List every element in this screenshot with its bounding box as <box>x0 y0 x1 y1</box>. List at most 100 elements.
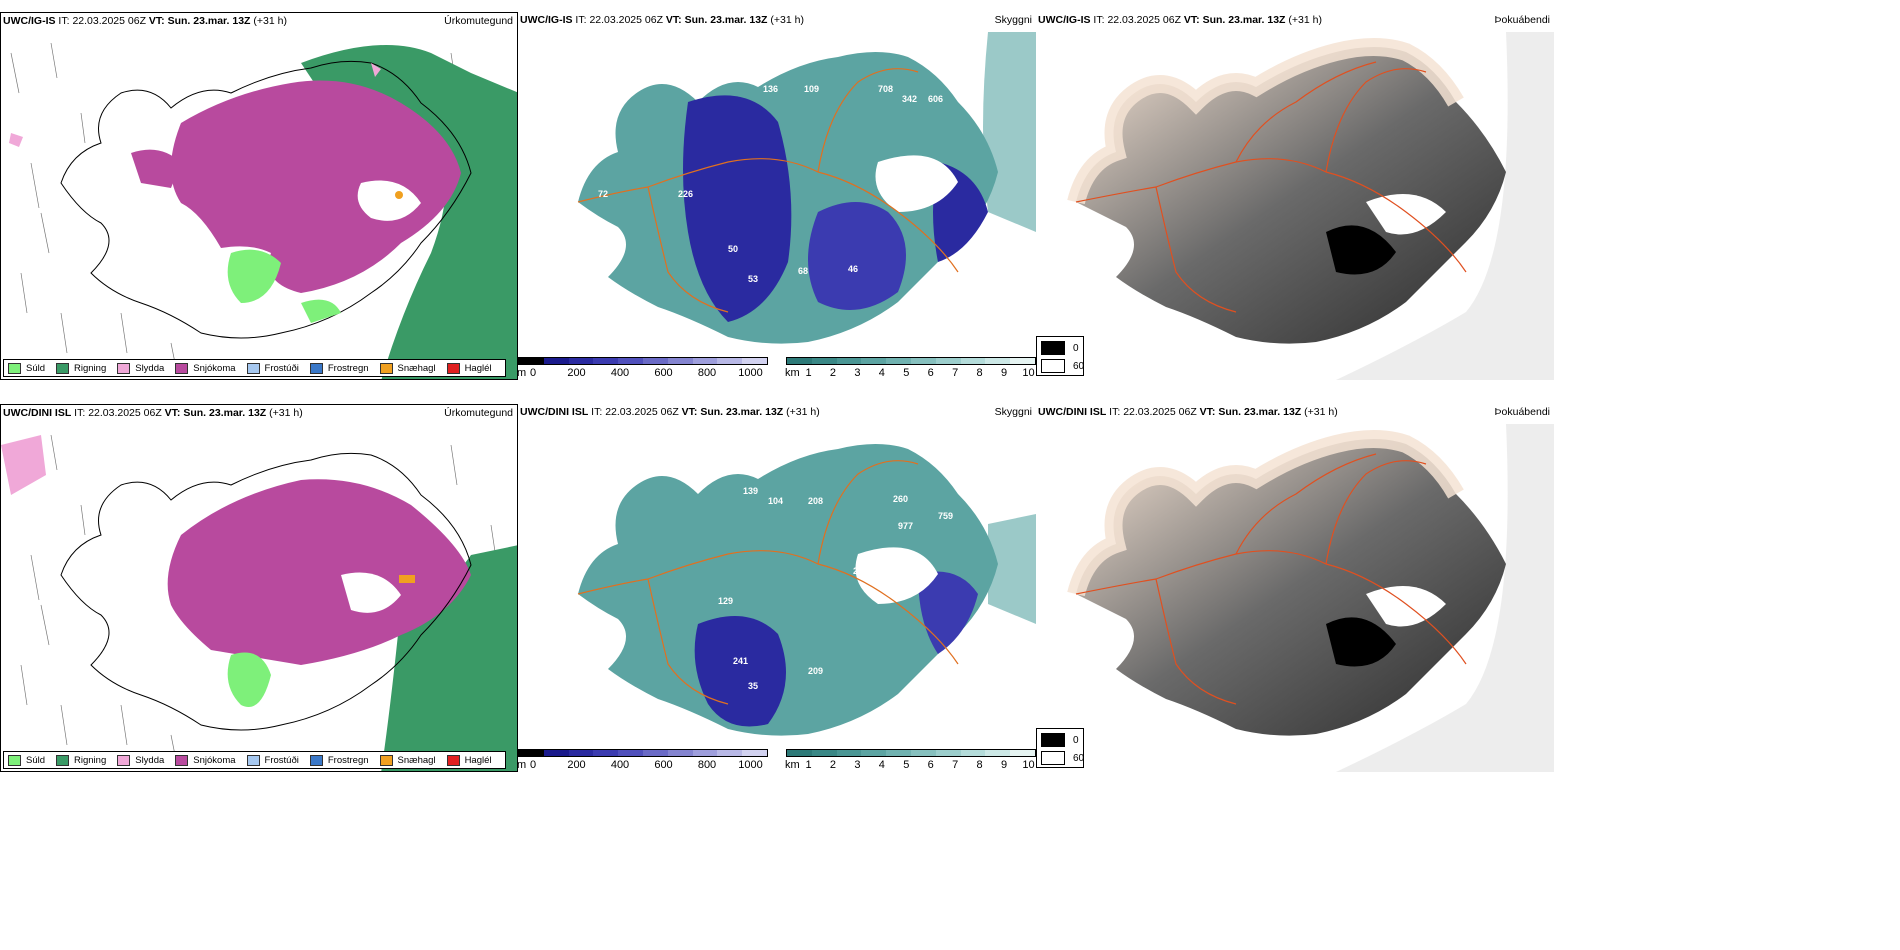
sea-visibility <box>983 32 1036 232</box>
clear-hole <box>855 547 938 604</box>
legend-swatch <box>56 754 70 766</box>
svg-text:208: 208 <box>808 496 823 506</box>
fog-legend-1: 0 60 <box>1036 336 1084 376</box>
svg-text:104: 104 <box>768 496 783 506</box>
panel-title: Þokuábendi <box>1494 406 1550 418</box>
colorbar-tick: 400 <box>610 367 630 379</box>
colorbar-unit: km <box>785 367 800 379</box>
precip-legend-1: Súld Rigning Slydda Snjókoma Frostúði Frostre… <box>3 359 506 377</box>
colorbar-tick: 1000 <box>738 367 763 379</box>
legend-swatch <box>175 754 189 766</box>
drizzle-patch <box>227 249 281 303</box>
precip-map-2 <box>1 434 517 771</box>
colorbar-tick: 0 <box>529 367 537 379</box>
panel-header: UWC/IG-IS IT: 22.03.2025 06Z VT: Sun. 23… <box>1038 14 1322 26</box>
precip-legend-2: Súld Rigning Slydda Snjókoma Frostúði Frostre… <box>3 751 506 769</box>
low-vis-band <box>683 95 792 322</box>
legend-item-rigning: Rigning <box>56 754 106 766</box>
visibility-map-1: 52 136 109 708 342 606 72 226 50 53 68 4… <box>577 32 1036 344</box>
sleet-patch <box>1 435 46 495</box>
panel-title: Úrkomutegund <box>444 15 513 27</box>
iceland-fog-fill <box>1076 439 1506 736</box>
legend-item-rigning: Rigning <box>56 362 106 374</box>
svg-text:129: 129 <box>718 596 733 606</box>
colorbar-unit: m <box>518 367 527 379</box>
colorbar-tick: 800 <box>697 759 717 771</box>
legend-swatch <box>446 362 460 374</box>
svg-text:50: 50 <box>728 244 738 254</box>
road-network <box>1075 61 1467 313</box>
svg-text:72: 72 <box>598 189 608 199</box>
svg-text:209: 209 <box>808 666 823 676</box>
legend-swatch <box>175 362 189 374</box>
svg-text:52: 52 <box>748 74 758 84</box>
legend-swatch <box>309 362 323 374</box>
dark-fog-core <box>1326 225 1396 275</box>
legend-item-frostúði: Frostúði <box>246 754 299 766</box>
elev-colorbar-1: m 0 200 400 600 800 1000 <box>518 357 768 379</box>
visibility-panel-2: 139 104 208 260 977 759 244 129 241 209 … <box>518 404 1036 772</box>
colorbar-tick: 1000 <box>738 759 763 771</box>
colorbar-tick: 5 <box>903 759 910 771</box>
svg-text:136: 136 <box>763 84 778 94</box>
colorbar-strip <box>518 749 768 757</box>
panel-header: UWC/IG-IS IT: 22.03.2025 06Z VT: Sun. 23… <box>3 15 287 27</box>
colorbar-tick: 0 <box>529 759 537 771</box>
svg-text:53: 53 <box>748 274 758 284</box>
road-network <box>577 460 959 705</box>
fog-legend-swatch-60 <box>1041 751 1065 765</box>
colorbar-tick: 1 <box>805 367 812 379</box>
clear-hole <box>875 155 958 212</box>
colorbar-unit: km <box>785 759 800 771</box>
sea-rain-area <box>301 45 517 379</box>
sea-haze <box>1336 424 1554 772</box>
legend-item-slydda: Slydda <box>117 754 164 766</box>
fog-legend-swatch-60 <box>1041 359 1065 373</box>
legend-swatch <box>8 754 21 766</box>
legend-swatch <box>56 362 70 374</box>
colorbar-tick: 6 <box>927 367 934 379</box>
vis-labels-top: 52 136 109 708 342 606 72 226 50 53 68 4… <box>598 74 943 284</box>
elev-colorbar-2: m 0 200 400 600 800 1000 <box>518 749 768 771</box>
iceland-fill <box>578 444 998 736</box>
svg-text:260: 260 <box>893 494 908 504</box>
legend-swatch <box>379 754 393 766</box>
svg-text:226: 226 <box>678 189 693 199</box>
colorbar-tick: 1 <box>805 759 812 771</box>
visibility-panel-1: 52 136 109 708 342 606 72 226 50 53 68 4… <box>518 12 1036 380</box>
legend-item-frostregn: Frostregn <box>309 754 369 766</box>
svg-text:342: 342 <box>902 94 917 104</box>
road-network <box>1075 453 1467 705</box>
colorbar-tick: 6 <box>927 759 934 771</box>
colorbar-tick: 200 <box>567 367 586 379</box>
svg-text:977: 977 <box>898 521 913 531</box>
precip-type-panel-1: UWC/IG-IS IT: 22.03.2025 06Z VT: Sun. 23… <box>0 12 518 380</box>
colorbar-tick: 4 <box>878 759 885 771</box>
legend-item-frostregn: Frostregn <box>309 362 369 374</box>
low-vis-band <box>694 616 786 727</box>
colorbar-tick: 9 <box>1000 759 1008 771</box>
iceland-outline <box>60 60 472 339</box>
fog-white-hole <box>1366 586 1446 627</box>
legend-swatch <box>309 754 323 766</box>
vis-colorbar-1: km 1 2 3 4 5 6 7 8 9 10 <box>785 357 1036 379</box>
colorbar-tick: 400 <box>610 759 630 771</box>
hole-white <box>341 572 401 613</box>
drizzle-patch <box>227 652 271 707</box>
panel-title: Skyggni <box>994 14 1032 26</box>
colorbar-tick: 7 <box>952 367 959 379</box>
legend-item-snæhagl: Snæhagl <box>379 754 436 766</box>
colorbar-strip <box>518 357 768 365</box>
legend-item-súld: Súld <box>8 754 45 766</box>
svg-text:35: 35 <box>748 681 758 691</box>
colorbar-tick: 5 <box>903 367 910 379</box>
snow-area <box>171 80 461 293</box>
svg-text:708: 708 <box>878 84 893 94</box>
vis-labels-bottom: 139 104 208 260 977 759 244 129 241 209 … <box>718 486 953 691</box>
svg-text:241: 241 <box>733 656 748 666</box>
drizzle-patch-2 <box>301 299 341 323</box>
legend-swatch <box>246 754 260 766</box>
panel-title: Skyggni <box>994 406 1032 418</box>
fog-white-hole <box>1366 194 1446 235</box>
fog-panel-1: UWC/IG-IS IT: 22.03.2025 06Z VT: Sun. 23… <box>1036 12 1554 380</box>
